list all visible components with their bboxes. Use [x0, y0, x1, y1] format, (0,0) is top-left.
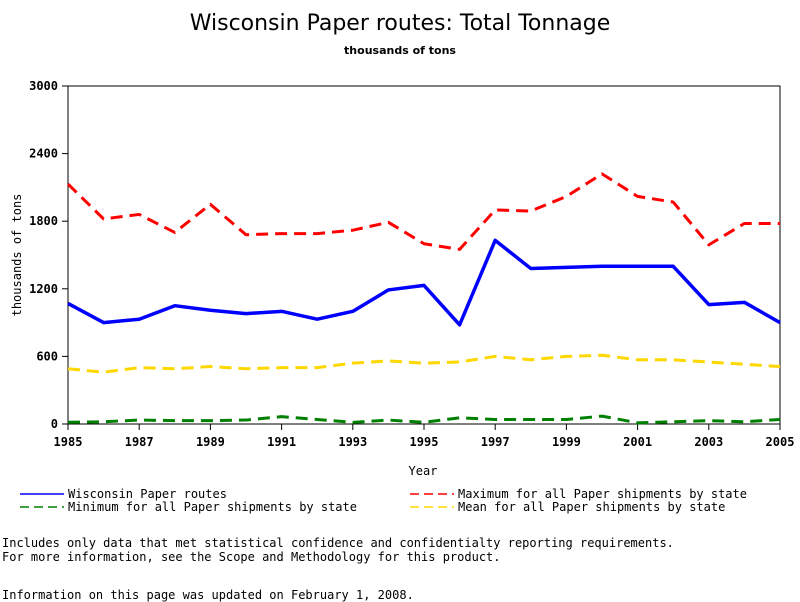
legend-label: Wisconsin Paper routes — [68, 487, 227, 501]
y-axis-label: thousands of tons — [10, 194, 24, 317]
x-tick-label: 1999 — [552, 435, 581, 449]
y-tick-label: 0 — [51, 417, 58, 431]
series-line-0 — [67, 238, 781, 327]
legend: Wisconsin Paper routes Maximum for all Pa… — [20, 487, 747, 514]
legend-label: Mean for all Paper shipments by state — [458, 500, 725, 514]
y-tick-label: 2400 — [29, 147, 58, 161]
series-group — [66, 172, 781, 425]
plot-area — [67, 85, 781, 425]
legend-label: Minimum for all Paper shipments by state — [68, 500, 357, 514]
x-tick-label: 2003 — [694, 435, 723, 449]
note-confidentiality: Includes only data that met statistical … — [2, 536, 674, 550]
series-line-2 — [67, 414, 781, 425]
y-tick-label: 1800 — [29, 214, 58, 228]
x-tick-label: 1993 — [338, 435, 367, 449]
note-updated: Information on this page was updated on … — [2, 588, 414, 602]
chart-title: Wisconsin Paper routes: Total Tonnage — [190, 11, 611, 36]
series-line-3 — [67, 353, 781, 374]
x-tick-label: 1995 — [410, 435, 439, 449]
x-tick-label: 1997 — [481, 435, 510, 449]
x-axis: 1985 1987 1989 1991 1993 1995 1997 1999 2001 2003… — [54, 424, 795, 449]
x-tick-label: 2005 — [766, 435, 795, 449]
y-tick-label: 600 — [36, 349, 58, 363]
x-tick-label: 1985 — [54, 435, 83, 449]
chart-subtitle: thousands of tons — [344, 44, 456, 57]
y-tick-label: 3000 — [29, 79, 58, 93]
x-tick-label: 1989 — [196, 435, 225, 449]
x-axis-label: Year — [409, 464, 438, 478]
legend-label: Maximum for all Paper shipments by state — [458, 487, 747, 501]
x-tick-label: 2001 — [623, 435, 652, 449]
note-methodology: For more information, see the Scope and … — [2, 550, 501, 564]
series-line-1 — [66, 172, 780, 251]
x-tick-label: 1991 — [267, 435, 296, 449]
y-tick-label: 1200 — [29, 282, 58, 296]
y-axis: 0 600 1200 1800 2400 3000 — [29, 79, 68, 431]
x-tick-label: 1987 — [125, 435, 154, 449]
